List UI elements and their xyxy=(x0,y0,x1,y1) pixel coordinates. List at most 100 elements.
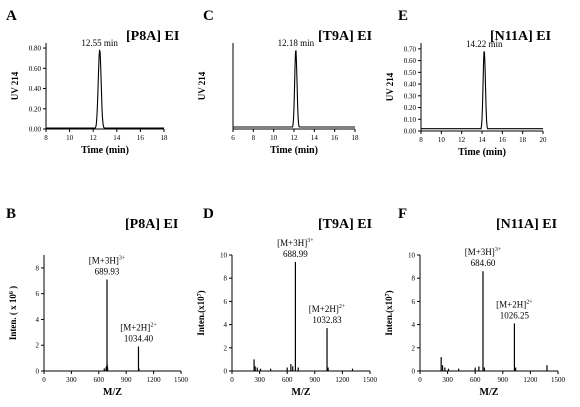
y-tick-label-f-1: 2 xyxy=(412,344,416,352)
x-tick-label-e-0: 8 xyxy=(419,136,423,144)
y-axis-label-a: UV 214 xyxy=(10,71,20,100)
x-axis-label-b: M/Z xyxy=(103,387,122,398)
y-tick-label-a-2: 0.40 xyxy=(29,85,42,93)
y-tick-label-a-4: 0.80 xyxy=(29,45,42,53)
y-axis-label-f: Inten.(x107) xyxy=(384,290,394,335)
y-tick-label-e-4: 0.40 xyxy=(404,81,417,89)
panel-letter-e: E xyxy=(398,8,408,24)
x-tick-label-b-4: 1200 xyxy=(147,376,162,384)
ion-label-f-1: [M+2H]2+ xyxy=(496,299,533,309)
y-tick-label-a-0: 0.00 xyxy=(29,126,42,134)
y-tick-label-b-4: 8 xyxy=(36,264,40,272)
x-tick-label-c-6: 18 xyxy=(352,134,360,142)
panel-letter-c: C xyxy=(203,8,214,24)
x-tick-label-d-5: 1500 xyxy=(363,376,378,384)
y-axis-label-c: UV 214 xyxy=(197,71,207,100)
y-tick-label-f-0: 0 xyxy=(412,368,416,376)
x-tick-label-e-3: 14 xyxy=(479,136,487,144)
ion-label-f-0: [M+3H]3+ xyxy=(465,247,502,257)
panel-letter-b: B xyxy=(6,206,16,222)
panel-title-d: [T9A] EI xyxy=(318,217,372,232)
panel-letter-d: D xyxy=(203,206,214,222)
x-tick-label-b-3: 900 xyxy=(121,376,132,384)
y-tick-label-b-0: 0 xyxy=(36,368,40,376)
ion-label-b-1: [M+2H]2+ xyxy=(120,323,157,333)
y-tick-label-e-5: 0.50 xyxy=(404,69,417,77)
panel-letter-f: F xyxy=(398,206,407,222)
x-tick-label-c-0: 6 xyxy=(231,134,235,142)
y-axis-label-e: UV 214 xyxy=(385,72,395,101)
y-tick-label-f-4: 8 xyxy=(412,275,416,283)
y-tick-label-d-3: 6 xyxy=(224,298,228,306)
y-tick-label-e-1: 0.10 xyxy=(404,116,417,124)
mz-label-d-0: 688.99 xyxy=(283,249,308,259)
y-tick-label-e-3: 0.30 xyxy=(404,92,417,100)
x-tick-label-d-1: 300 xyxy=(254,376,265,384)
x-tick-label-b-0: 0 xyxy=(42,376,46,384)
x-tick-label-a-0: 8 xyxy=(44,134,48,142)
mz-label-d-1: 1032.83 xyxy=(312,315,342,325)
x-tick-label-a-1: 10 xyxy=(66,134,74,142)
x-tick-label-d-4: 1200 xyxy=(335,376,350,384)
x-tick-label-a-3: 14 xyxy=(113,134,121,142)
x-tick-label-f-3: 900 xyxy=(498,376,509,384)
y-tick-label-e-6: 0.60 xyxy=(404,57,417,65)
x-tick-label-f-0: 0 xyxy=(418,376,422,384)
x-tick-label-b-5: 1500 xyxy=(174,376,189,384)
trace-c xyxy=(233,50,355,128)
peak-label-a-0: 12.55 min xyxy=(81,38,118,48)
ion-label-d-0: [M+3H]3+ xyxy=(277,238,314,248)
y-tick-label-a-1: 0.20 xyxy=(29,105,42,113)
x-axis-label-d: M/Z xyxy=(292,387,311,398)
ion-label-d-1: [M+2H]2+ xyxy=(309,304,346,314)
x-tick-label-e-1: 10 xyxy=(438,136,446,144)
x-tick-label-c-3: 12 xyxy=(291,134,299,142)
x-axis-label-c: Time (min) xyxy=(270,145,318,156)
x-tick-label-a-4: 16 xyxy=(137,134,145,142)
y-axis-label-d: Inten.(x107) xyxy=(196,290,206,335)
x-tick-label-e-2: 12 xyxy=(458,136,466,144)
peak-label-e-0: 14.22 min xyxy=(466,39,503,49)
panel-title-b: [P8A] EI xyxy=(125,217,178,232)
x-tick-label-c-1: 8 xyxy=(252,134,256,142)
x-axis-label-a: Time (min) xyxy=(81,145,129,156)
trace-a xyxy=(46,49,164,129)
x-tick-label-f-1: 300 xyxy=(442,376,453,384)
x-tick-label-e-4: 16 xyxy=(499,136,507,144)
y-tick-label-f-3: 6 xyxy=(412,298,416,306)
y-tick-label-e-7: 0.70 xyxy=(404,45,417,53)
x-tick-label-b-2: 600 xyxy=(94,376,105,384)
x-tick-label-e-5: 18 xyxy=(519,136,527,144)
x-tick-label-f-2: 600 xyxy=(470,376,481,384)
ion-label-b-0: [M+3H]3+ xyxy=(89,255,126,265)
y-tick-label-b-1: 2 xyxy=(36,342,40,350)
mz-label-b-1: 1034.40 xyxy=(124,334,154,344)
x-tick-label-a-2: 12 xyxy=(90,134,98,142)
x-tick-label-c-5: 16 xyxy=(331,134,339,142)
y-tick-label-e-0: 0.00 xyxy=(404,128,417,136)
y-tick-label-d-5: 10 xyxy=(220,252,228,260)
x-axis-label-f: M/Z xyxy=(480,387,499,398)
y-tick-label-d-4: 8 xyxy=(224,275,228,283)
x-tick-label-c-4: 14 xyxy=(311,134,319,142)
mz-label-f-0: 684.60 xyxy=(471,258,496,268)
y-tick-label-b-3: 6 xyxy=(36,290,40,298)
y-axis-label-b: Inten. ( x 106 ) xyxy=(8,286,18,340)
x-tick-label-d-2: 600 xyxy=(282,376,293,384)
x-tick-label-b-1: 300 xyxy=(66,376,77,384)
x-tick-label-a-5: 18 xyxy=(161,134,169,142)
peak-label-c-0: 12.18 min xyxy=(278,38,315,48)
y-tick-label-e-2: 0.20 xyxy=(404,104,417,112)
x-tick-label-d-3: 900 xyxy=(310,376,321,384)
y-tick-label-f-5: 10 xyxy=(408,252,416,260)
x-tick-label-f-5: 1500 xyxy=(551,376,566,384)
y-tick-label-d-1: 2 xyxy=(224,344,228,352)
x-tick-label-c-2: 10 xyxy=(270,134,278,142)
mz-label-b-0: 689.93 xyxy=(95,266,120,276)
y-tick-label-b-2: 4 xyxy=(36,316,40,324)
y-tick-label-a-3: 0.60 xyxy=(29,65,42,73)
y-tick-label-d-2: 4 xyxy=(224,321,228,329)
x-axis-label-e: Time (min) xyxy=(458,147,506,158)
x-tick-label-f-4: 1200 xyxy=(523,376,538,384)
